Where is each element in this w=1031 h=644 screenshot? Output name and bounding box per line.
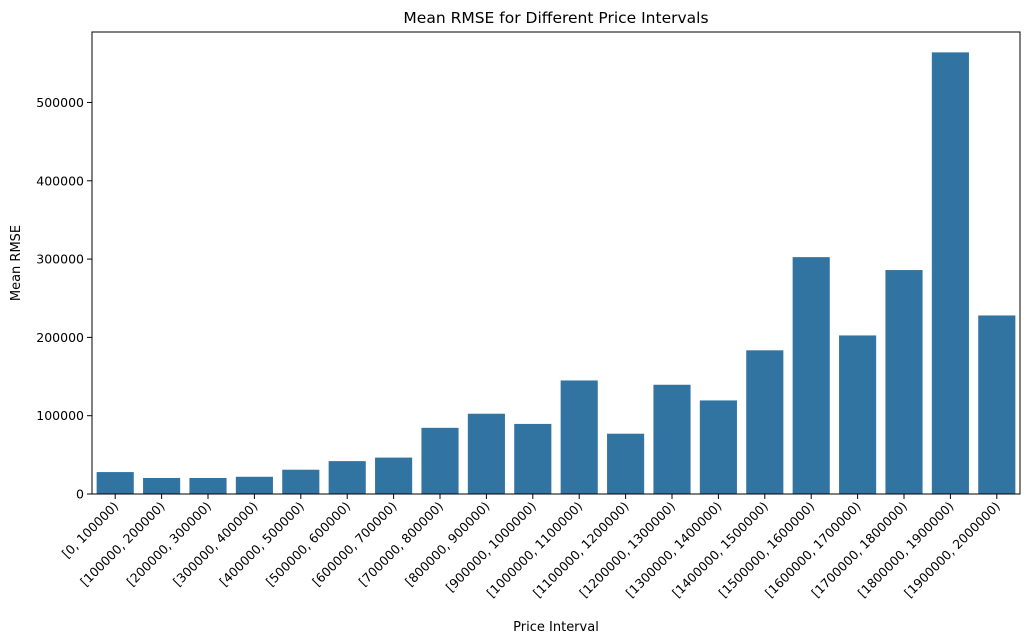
x-tick-label: [500000, 600000) [263,499,354,590]
bar [978,315,1016,494]
bars-group [96,52,1016,495]
bar [375,457,413,494]
bar [235,476,273,494]
bar [514,423,552,494]
x-tick-label: [700000, 800000) [356,499,447,590]
bar [746,350,784,494]
x-axis: [0, 100000)[100000, 200000)[200000, 3000… [59,494,1003,600]
y-tick-label: 0 [76,487,84,502]
bar [792,257,830,494]
x-tick-label: [900000, 1000000) [443,499,539,595]
bar [96,472,134,494]
bar [607,433,645,494]
y-tick-label: 200000 [36,330,84,345]
y-axis-label: Mean RMSE [9,225,24,301]
x-tick-label: [200000, 300000) [124,499,215,590]
x-axis-label: Price Interval [513,620,599,635]
y-tick-label: 500000 [36,95,84,110]
bar [189,477,227,494]
bar [467,413,505,494]
y-tick-label: 400000 [36,173,84,188]
bar [328,461,366,494]
bar [560,380,598,494]
bar [885,270,923,494]
y-tick-label: 100000 [36,408,84,423]
bar [653,384,691,494]
y-tick-label: 300000 [36,252,84,267]
x-tick-label: [400000, 500000) [216,499,307,590]
x-tick-label: [100000, 200000) [77,499,168,590]
bar [282,469,320,494]
bar [699,400,737,494]
x-tick-label: [300000, 400000) [170,499,261,590]
plot-frame [91,31,1021,495]
x-tick-label: [600000, 700000) [309,499,400,590]
chart-title: Mean RMSE for Different Price Intervals [403,9,708,27]
bar [839,335,877,494]
bar [931,52,969,495]
y-axis: 0 100000 200000 300000 400000 500000 [36,95,92,502]
x-tick-label: [800000, 900000) [402,499,493,590]
bar [143,477,181,494]
x-tick-label: [1900000, 2000000) [901,499,1003,601]
bar [421,427,459,494]
